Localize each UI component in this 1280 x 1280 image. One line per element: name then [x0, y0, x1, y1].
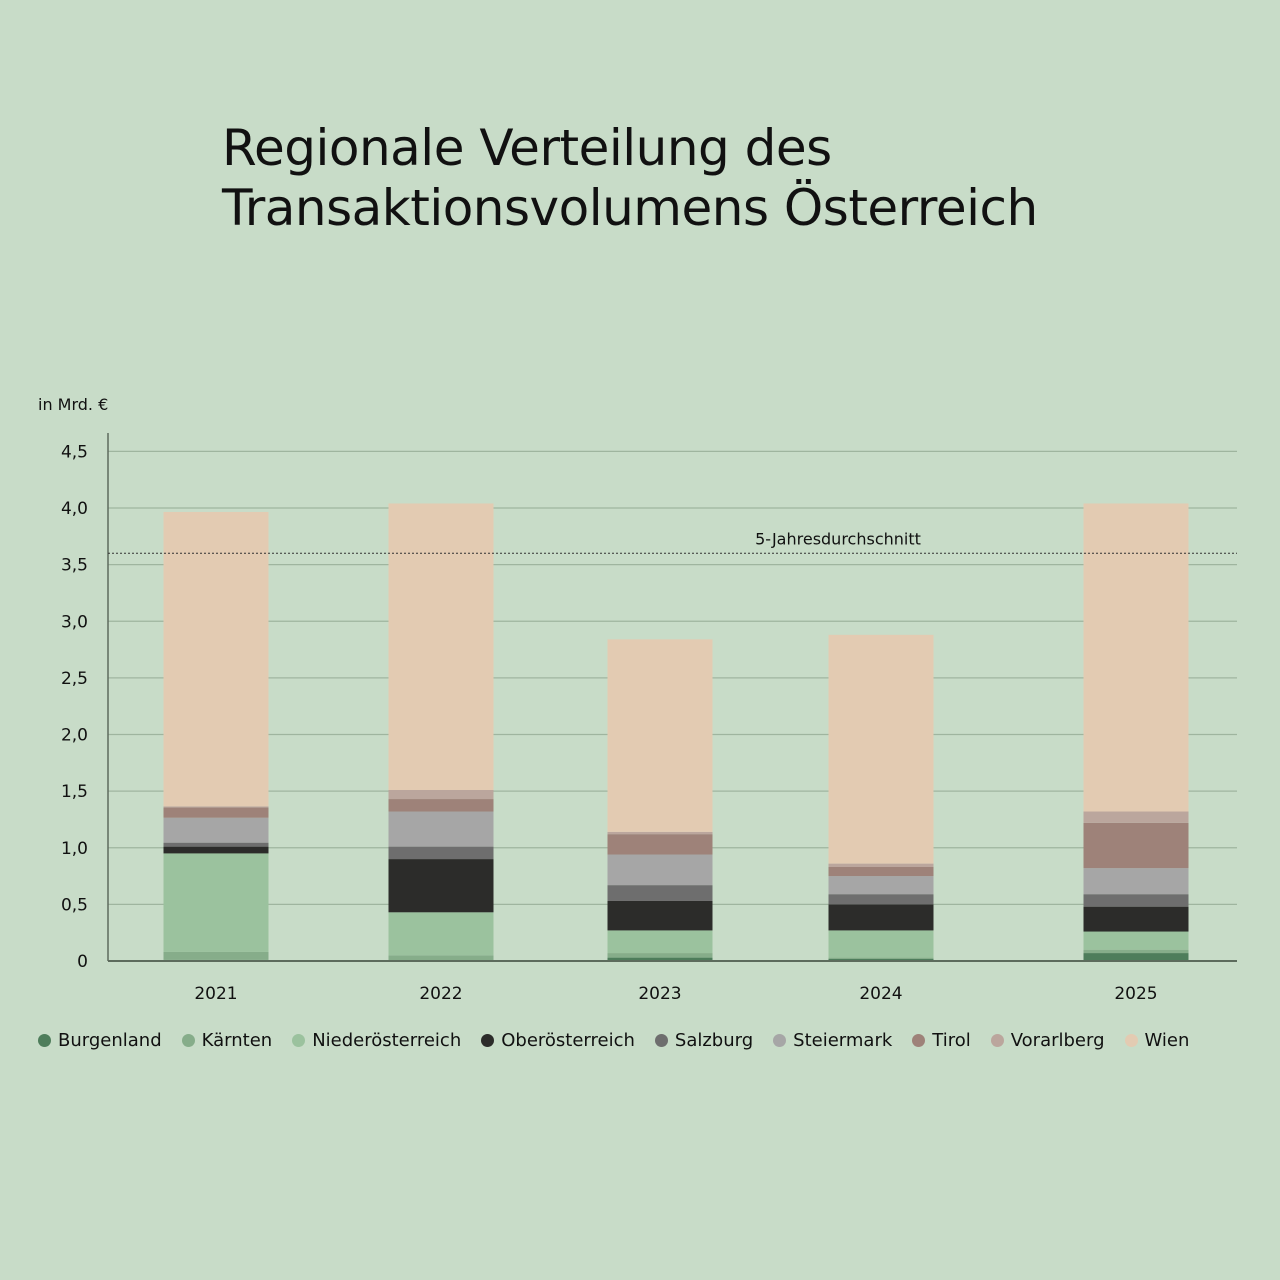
- bar-segment-kärnten: [607, 953, 713, 958]
- legend-item: Wien: [1124, 1030, 1190, 1051]
- bar-segment-salzburg: [607, 885, 713, 901]
- y-tick-label: 2,5: [61, 669, 88, 689]
- bar-segment-steiermark: [388, 811, 494, 847]
- legend-item: Tirol: [912, 1030, 971, 1051]
- y-tick-label: 1,5: [61, 782, 88, 802]
- bar-segment-oberösterreich: [607, 900, 713, 931]
- bar-segment-salzburg: [388, 846, 494, 860]
- average-line-label: 5-Jahresdurchschnitt: [755, 529, 921, 548]
- bar-segment-oberösterreich: [388, 859, 494, 913]
- legend: Burgenland Kärnten Niederösterreich Oberöst…: [38, 1030, 1189, 1051]
- bar-segment-niederösterreich: [1083, 931, 1189, 950]
- legend-swatch: [181, 1034, 195, 1047]
- legend-item: Vorarlberg: [990, 1030, 1105, 1051]
- bar-segment-wien: [1083, 503, 1189, 812]
- legend-item: Oberösterreich: [481, 1030, 635, 1051]
- bar-segment-kärnten: [388, 955, 494, 961]
- legend-label: Vorarlberg: [1010, 1030, 1105, 1051]
- legend-item: Steiermark: [773, 1030, 892, 1051]
- y-tick-label: 0: [77, 952, 88, 972]
- legend-label: Niederösterreich: [312, 1030, 462, 1051]
- legend-swatch: [38, 1034, 51, 1047]
- bar-segment-steiermark: [1083, 868, 1189, 895]
- bar-segment-wien: [163, 511, 269, 807]
- legend-swatch: [773, 1034, 787, 1047]
- legend-swatch: [990, 1034, 1004, 1047]
- bar-segment-niederösterreich: [388, 912, 494, 956]
- chart-title-line-2: Transaktionsvolumens Österreich: [222, 179, 1038, 237]
- bar-segment-salzburg: [1083, 894, 1189, 907]
- legend-label: Salzburg: [674, 1030, 754, 1051]
- bar-segment-steiermark: [828, 876, 934, 895]
- legend-label: Burgenland: [58, 1030, 162, 1051]
- bar-segment-kärnten: [828, 957, 934, 959]
- bar-segment-burgenland: [1083, 953, 1189, 961]
- legend-item: Salzburg: [654, 1030, 754, 1051]
- legend-label: Oberösterreich: [501, 1030, 635, 1051]
- y-tick-label: 2,0: [61, 726, 88, 746]
- bar-segment-tirol: [828, 867, 934, 877]
- y-axis-label: in Mrd. €: [38, 395, 109, 414]
- legend-item: Niederösterreich: [292, 1030, 461, 1051]
- legend-swatch: [292, 1034, 306, 1047]
- bar-segment-tirol: [388, 799, 494, 812]
- bar-segment-steiermark: [607, 854, 713, 886]
- legend-item: Kärnten: [181, 1030, 273, 1051]
- x-tick-label: 2025: [1114, 984, 1157, 1004]
- chart-title: Regionale Verteilung des Transaktionsvol…: [222, 118, 1038, 238]
- bar-segment-vorarlberg: [388, 789, 494, 800]
- bar-segment-niederösterreich: [828, 930, 934, 958]
- x-tick-label: 2022: [419, 984, 462, 1004]
- bar-segment-steiermark: [163, 817, 269, 843]
- bar-segment-tirol: [1083, 822, 1189, 869]
- legend-swatch: [1124, 1034, 1138, 1047]
- bar-segment-kärnten: [1083, 949, 1189, 954]
- legend-label: Steiermark: [793, 1030, 893, 1051]
- x-tick-label: 2023: [638, 984, 681, 1004]
- bar-segment-wien: [828, 634, 934, 864]
- x-tick-label: 2024: [859, 984, 902, 1004]
- bar-segment-salzburg: [163, 842, 269, 847]
- bar-segment-vorarlberg: [163, 806, 269, 808]
- bar-segment-salzburg: [828, 894, 934, 905]
- bar-segment-wien: [388, 503, 494, 790]
- bar-segment-vorarlberg: [1083, 811, 1189, 823]
- y-tick-label: 4,0: [61, 499, 88, 519]
- y-tick-label: 4,5: [61, 442, 88, 462]
- bar-segment-kärnten: [163, 951, 269, 960]
- x-tick-label: 2021: [194, 984, 237, 1004]
- y-tick-label: 3,5: [61, 556, 88, 576]
- legend-swatch: [654, 1034, 668, 1047]
- bar-segment-tirol: [163, 807, 269, 818]
- bar-segment-oberösterreich: [163, 846, 269, 854]
- bar-segment-niederösterreich: [607, 930, 713, 954]
- legend-label: Tirol: [932, 1030, 971, 1051]
- chart-title-line-1: Regionale Verteilung des: [222, 119, 832, 177]
- legend-swatch: [912, 1034, 926, 1047]
- bar-segment-niederösterreich: [163, 853, 269, 952]
- legend-item: Burgenland: [38, 1030, 162, 1051]
- legend-swatch: [481, 1034, 495, 1047]
- y-tick-label: 0,5: [61, 895, 88, 915]
- bar-segment-vorarlberg: [607, 831, 713, 835]
- bar-segment-burgenland: [828, 958, 934, 961]
- bar-segment-burgenland: [607, 957, 713, 961]
- y-tick-label: 3,0: [61, 612, 88, 632]
- bar-segment-tirol: [607, 834, 713, 855]
- bar-segment-wien: [607, 639, 713, 832]
- bar-segment-oberösterreich: [828, 904, 934, 931]
- y-tick-label: 1,0: [61, 839, 88, 859]
- legend-label: Wien: [1144, 1030, 1190, 1051]
- legend-label: Kärnten: [201, 1030, 273, 1051]
- bar-segment-oberösterreich: [1083, 906, 1189, 932]
- bar-segment-vorarlberg: [828, 863, 934, 868]
